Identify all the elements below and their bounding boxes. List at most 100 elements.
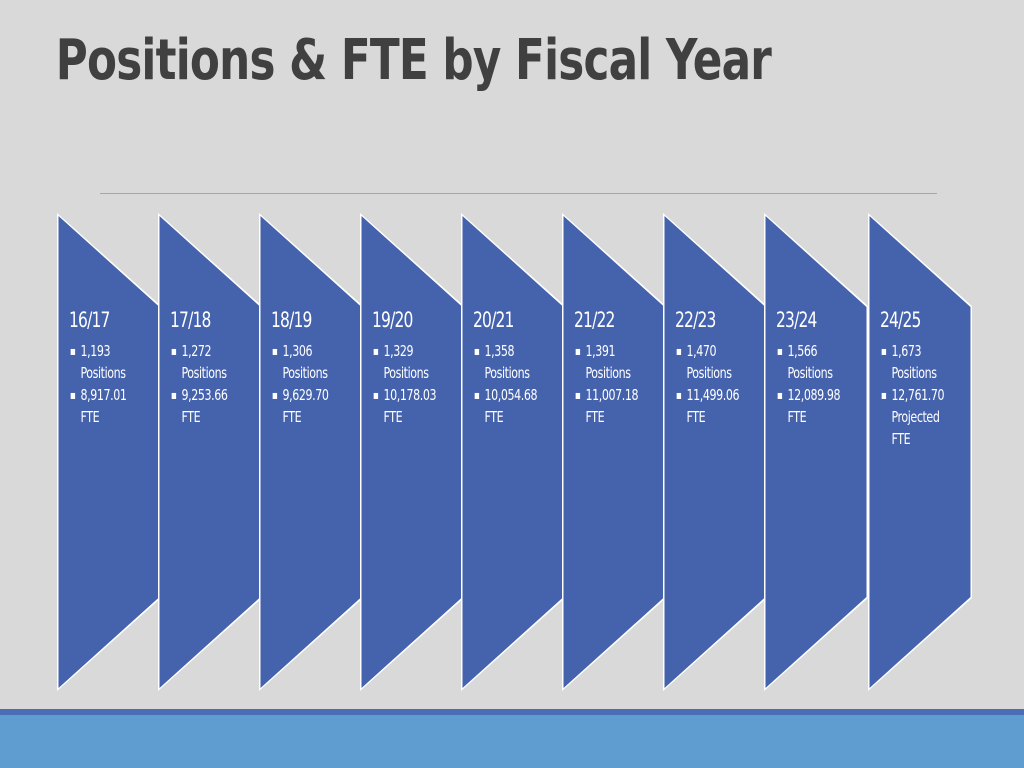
- stat-line: Positions: [787, 364, 833, 382]
- fiscal-year-label: 16/17: [69, 308, 110, 332]
- year-chevron-fill: 20/21 ▪ 1,358 Positions ▪ 10,054.68 FTE: [461, 213, 565, 691]
- year-chevron: 21/22 ▪ 1,391 Positions ▪ 11,007.18 FTE: [562, 213, 666, 691]
- year-chevron-text: 17/18 ▪ 1,272 Positions ▪ 9,253.66 FTE: [170, 308, 262, 428]
- stat-line: Positions: [585, 364, 631, 382]
- positions-stat: ▪ 1,391 Positions: [574, 340, 649, 384]
- year-stats-list: ▪ 1,391 Positions ▪ 11,007.18 FTE: [574, 340, 666, 428]
- stat-line: 11,499.06: [686, 386, 740, 404]
- year-chevron: 20/21 ▪ 1,358 Positions ▪ 10,054.68 FTE: [461, 213, 565, 691]
- bullet-icon: ▪: [473, 344, 480, 358]
- title-divider: [100, 193, 937, 194]
- bullet-icon: ▪: [271, 388, 278, 402]
- positions-stat: ▪ 1,306 Positions: [271, 340, 346, 384]
- stat-line: 1,566: [787, 342, 818, 360]
- stat-line: 1,673: [891, 342, 922, 360]
- year-stats-list: ▪ 1,358 Positions ▪ 10,054.68 FTE: [473, 340, 565, 428]
- stat-line: 8,917.01: [80, 386, 127, 404]
- stat-line: 1,358: [484, 342, 515, 360]
- stat-line: FTE: [181, 408, 201, 426]
- bullet-icon: ▪: [776, 344, 783, 358]
- bullet-icon: ▪: [776, 388, 783, 402]
- fte-stat: ▪ 9,629.70 FTE: [271, 384, 346, 428]
- positions-stat: ▪ 1,272 Positions: [170, 340, 245, 384]
- bullet-icon: ▪: [271, 344, 278, 358]
- fiscal-year-label: 17/18: [170, 308, 211, 332]
- stat-line: 11,007.18: [585, 386, 639, 404]
- fte-stat: ▪ 11,499.06 FTE: [675, 384, 750, 428]
- bullet-icon: ▪: [372, 388, 379, 402]
- bullet-icon: ▪: [170, 388, 177, 402]
- year-chevron-text: 18/19 ▪ 1,306 Positions ▪ 9,629.70 FTE: [271, 308, 363, 428]
- stat-line: 9,629.70: [282, 386, 329, 404]
- year-chevron-text: 23/24 ▪ 1,566 Positions ▪ 12,089.98 FTE: [776, 308, 868, 428]
- stat-line: FTE: [484, 408, 504, 426]
- year-chevron: 18/19 ▪ 1,306 Positions ▪ 9,629.70 FTE: [259, 213, 363, 691]
- stat-line: Positions: [282, 364, 328, 382]
- year-stats-list: ▪ 1,329 Positions ▪ 10,178.03 FTE: [372, 340, 464, 428]
- fte-stat: ▪ 11,007.18 FTE: [574, 384, 649, 428]
- stat-line: FTE: [80, 408, 100, 426]
- fte-stat: ▪ 12,089.98 FTE: [776, 384, 851, 428]
- year-stats-list: ▪ 1,673 Positions ▪ 12,761.70 Projected FTE: [880, 340, 972, 450]
- year-stats-list: ▪ 1,306 Positions ▪ 9,629.70 FTE: [271, 340, 363, 428]
- stat-line: 1,329: [383, 342, 414, 360]
- fiscal-year-label: 19/20: [372, 308, 413, 332]
- stat-line: 10,178.03: [383, 386, 437, 404]
- fte-stat: ▪ 9,253.66 FTE: [170, 384, 245, 428]
- stat-line: Positions: [484, 364, 530, 382]
- stat-line: FTE: [686, 408, 706, 426]
- year-chevron-fill: 19/20 ▪ 1,329 Positions ▪ 10,178.03 FTE: [360, 213, 464, 691]
- bullet-icon: ▪: [675, 388, 682, 402]
- year-stats-list: ▪ 1,272 Positions ▪ 9,253.66 FTE: [170, 340, 262, 428]
- bullet-icon: ▪: [170, 344, 177, 358]
- fiscal-year-label: 20/21: [473, 308, 514, 332]
- stat-line: Positions: [181, 364, 227, 382]
- footer-band-light: [0, 715, 1024, 768]
- fiscal-year-label: 21/22: [574, 308, 615, 332]
- bullet-icon: ▪: [880, 344, 887, 358]
- stat-line: Positions: [686, 364, 732, 382]
- bullet-icon: ▪: [69, 344, 76, 358]
- positions-stat: ▪ 1,566 Positions: [776, 340, 851, 384]
- stat-line: FTE: [383, 408, 403, 426]
- year-stats-list: ▪ 1,566 Positions ▪ 12,089.98 FTE: [776, 340, 868, 428]
- bullet-icon: ▪: [574, 388, 581, 402]
- bullet-icon: ▪: [372, 344, 379, 358]
- fiscal-year-label: 22/23: [675, 308, 716, 332]
- year-chevron-fill: 17/18 ▪ 1,272 Positions ▪ 9,253.66 FTE: [158, 213, 262, 691]
- stat-line: FTE: [787, 408, 807, 426]
- stat-line: FTE: [891, 430, 911, 448]
- year-chevron: 16/17 ▪ 1,193 Positions ▪ 8,917.01 FTE: [57, 213, 161, 691]
- year-stats-list: ▪ 1,193 Positions ▪ 8,917.01 FTE: [69, 340, 161, 428]
- stat-line: 12,089.98: [787, 386, 841, 404]
- stat-line: 1,272: [181, 342, 212, 360]
- year-chevron-text: 24/25 ▪ 1,673 Positions ▪ 12,761.70 Projected…: [880, 308, 972, 450]
- positions-stat: ▪ 1,329 Positions: [372, 340, 447, 384]
- year-chevron: 17/18 ▪ 1,272 Positions ▪ 9,253.66 FTE: [158, 213, 262, 691]
- stat-line: 1,391: [585, 342, 616, 360]
- stat-line: Projected: [891, 408, 940, 426]
- fte-stat: ▪ 12,761.70 Projected FTE: [880, 384, 955, 450]
- bullet-icon: ▪: [574, 344, 581, 358]
- stat-line: 1,306: [282, 342, 313, 360]
- stat-line: 1,193: [80, 342, 111, 360]
- stat-line: 1,470: [686, 342, 717, 360]
- bullet-icon: ▪: [675, 344, 682, 358]
- stat-line: FTE: [282, 408, 302, 426]
- year-chevron: 24/25 ▪ 1,673 Positions ▪ 12,761.70 Projected…: [868, 213, 972, 691]
- fiscal-year-label: 23/24: [776, 308, 817, 332]
- positions-stat: ▪ 1,358 Positions: [473, 340, 548, 384]
- year-chevron-fill: 21/22 ▪ 1,391 Positions ▪ 11,007.18 FTE: [562, 213, 666, 691]
- bullet-icon: ▪: [473, 388, 480, 402]
- year-chevron-fill: 23/24 ▪ 1,566 Positions ▪ 12,089.98 FTE: [764, 213, 868, 691]
- stat-line: Positions: [80, 364, 126, 382]
- stat-line: Positions: [891, 364, 937, 382]
- year-chevron-fill: 22/23 ▪ 1,470 Positions ▪ 11,499.06 FTE: [663, 213, 767, 691]
- year-stats-list: ▪ 1,470 Positions ▪ 11,499.06 FTE: [675, 340, 767, 428]
- year-chevron-text: 19/20 ▪ 1,329 Positions ▪ 10,178.03 FTE: [372, 308, 464, 428]
- slide-title: Positions & FTE by Fiscal Year: [55, 28, 772, 93]
- stat-line: 10,054.68: [484, 386, 538, 404]
- year-chevron-text: 16/17 ▪ 1,193 Positions ▪ 8,917.01 FTE: [69, 308, 161, 428]
- stat-line: Positions: [383, 364, 429, 382]
